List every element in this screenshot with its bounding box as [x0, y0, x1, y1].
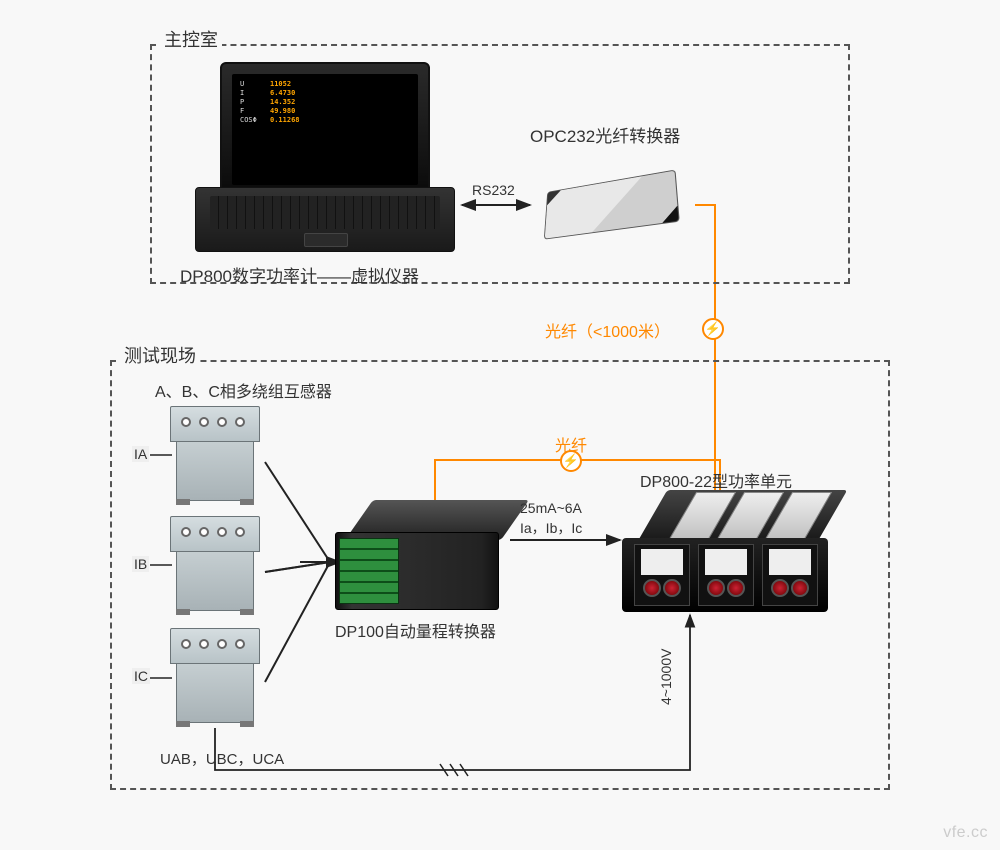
test-site-title: 测试现场: [120, 342, 200, 368]
transformer-A: [170, 406, 260, 501]
voltage-range-label: 4~1000V: [658, 649, 674, 705]
dp800-device: [630, 490, 830, 620]
dp100-label: DP100自动量程转换器: [335, 618, 496, 642]
current-range-label: 25mA~6A: [520, 500, 582, 516]
laptop-dp800: U11052 I6.4730 P14.352 F49.980 COSΦ0.112…: [195, 62, 455, 252]
rs232-label: RS232: [472, 182, 515, 198]
laptop-screen: U11052 I6.4730 P14.352 F49.980 COSΦ0.112…: [232, 74, 418, 185]
fiber-icon-2: ⚡: [560, 450, 582, 472]
fiber-icon-1: ⚡: [702, 318, 724, 340]
dp800-title: DP800-22型功率单元: [640, 468, 792, 492]
transformer-B: [170, 516, 260, 611]
laptop-label: DP800数字功率计——虚拟仪器: [180, 262, 419, 287]
watermark: vfe.cc: [943, 824, 988, 842]
current-lines-label: Ia，Ib，Ic: [520, 518, 582, 538]
voltage-lines-label: UAB，UBC，UCA: [160, 748, 284, 769]
fiber-long-label: 光纤（<1000米）: [545, 318, 670, 342]
ic-label: IC: [132, 668, 150, 684]
transformers-title: A、B、C相多绕组互感器: [155, 378, 332, 402]
dp100-device: [335, 500, 515, 610]
opc232-title: OPC232光纤转换器: [530, 122, 680, 147]
transformer-C: [170, 628, 260, 723]
ia-label: IA: [132, 446, 149, 462]
control-room-title: 主控室: [160, 26, 222, 52]
ib-label: IB: [132, 556, 149, 572]
